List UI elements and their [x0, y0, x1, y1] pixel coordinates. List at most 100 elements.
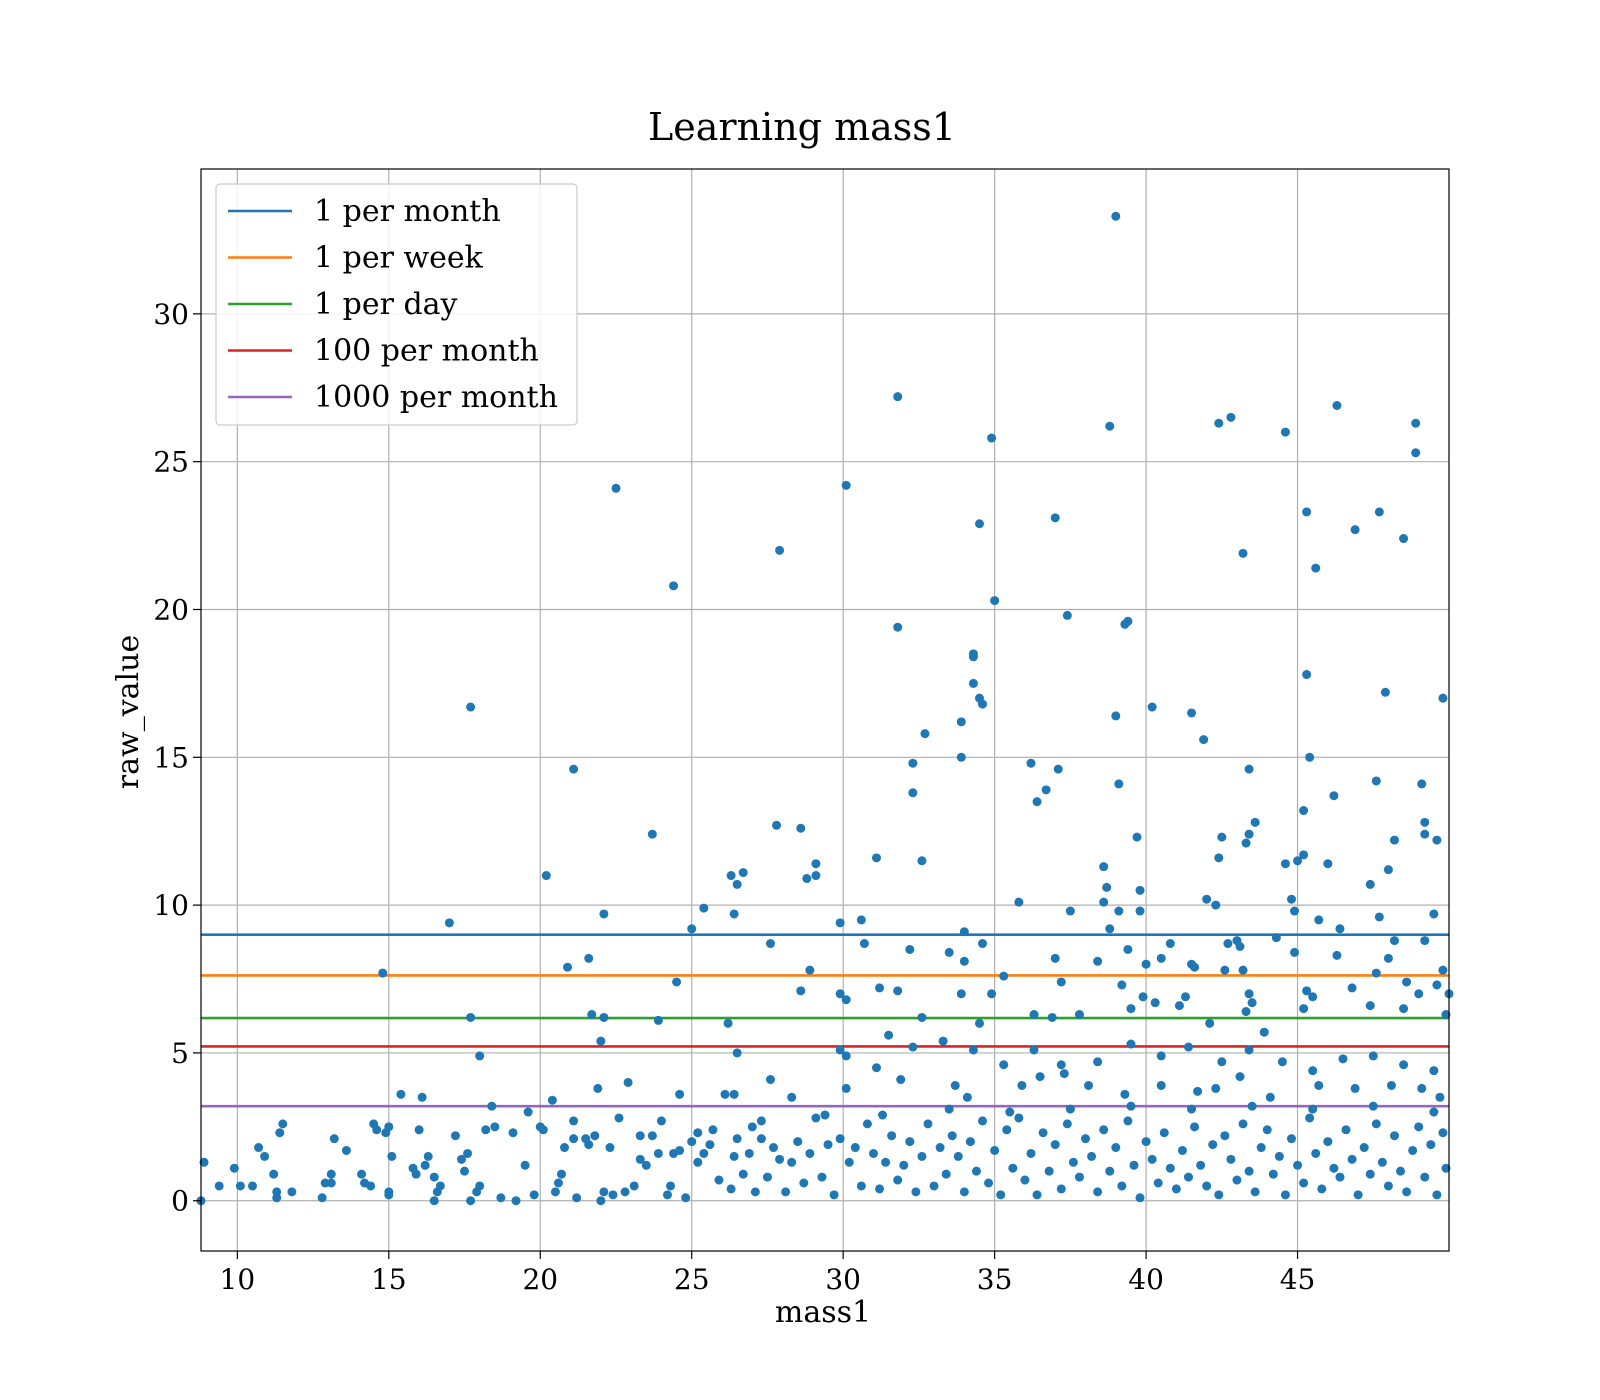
- data-point: [1250, 817, 1260, 827]
- x-tick-label: 35: [977, 1263, 1013, 1296]
- data-point: [744, 1148, 754, 1158]
- data-point: [1308, 1104, 1318, 1114]
- data-point: [1244, 1166, 1254, 1176]
- data-point: [672, 977, 682, 987]
- data-point: [699, 1148, 709, 1158]
- data-point: [1196, 1160, 1206, 1170]
- data-point: [1290, 906, 1300, 916]
- data-point: [1438, 965, 1448, 975]
- data-point: [850, 1143, 860, 1153]
- data-point: [641, 1160, 651, 1170]
- data-point: [572, 1193, 582, 1203]
- data-point: [723, 1018, 733, 1028]
- data-point: [1159, 1128, 1169, 1138]
- data-point: [811, 859, 821, 869]
- data-point: [1241, 1007, 1251, 1017]
- data-point: [974, 1018, 984, 1028]
- data-point: [687, 924, 697, 934]
- data-point: [1359, 1143, 1369, 1153]
- data-point: [547, 1095, 557, 1105]
- data-point: [796, 986, 806, 996]
- data-point: [466, 1196, 476, 1206]
- data-point: [1308, 1066, 1318, 1076]
- data-point: [326, 1178, 336, 1188]
- data-point: [1050, 1140, 1060, 1150]
- data-point: [1411, 418, 1421, 428]
- data-point: [835, 989, 845, 999]
- data-point: [1244, 1045, 1254, 1055]
- data-point: [868, 1148, 878, 1158]
- data-point: [1177, 1145, 1187, 1155]
- data-point: [1402, 1187, 1412, 1197]
- data-point: [1329, 791, 1339, 801]
- data-point: [1065, 1104, 1075, 1114]
- data-point: [835, 918, 845, 928]
- data-point: [647, 829, 657, 839]
- data-point: [1074, 1172, 1084, 1182]
- data-point: [1226, 412, 1236, 422]
- y-tick-label: 25: [153, 446, 189, 479]
- data-point: [614, 1113, 624, 1123]
- data-point: [1123, 1116, 1133, 1126]
- data-point: [653, 1015, 663, 1025]
- data-point: [1365, 879, 1375, 889]
- data-point: [959, 1187, 969, 1197]
- data-point: [1299, 850, 1309, 860]
- data-point: [1323, 1137, 1333, 1147]
- legend-label: 1000 per month: [314, 380, 558, 415]
- data-point: [235, 1181, 245, 1191]
- data-point: [1084, 1080, 1094, 1090]
- data-point: [635, 1154, 645, 1164]
- data-point: [675, 1089, 685, 1099]
- data-point: [508, 1128, 518, 1138]
- data-point: [899, 1160, 909, 1170]
- data-point: [584, 953, 594, 963]
- data-point: [1099, 1125, 1109, 1135]
- data-point: [1268, 1169, 1278, 1179]
- data-point: [887, 1131, 897, 1141]
- data-point: [429, 1196, 439, 1206]
- data-point: [841, 995, 851, 1005]
- data-point: [750, 1187, 760, 1197]
- data-point: [823, 1140, 833, 1150]
- data-point: [317, 1193, 327, 1203]
- x-tick-label: 10: [220, 1263, 256, 1296]
- data-point: [811, 1113, 821, 1123]
- legend-label: 1 per month: [314, 194, 501, 229]
- data-point: [959, 956, 969, 966]
- data-point: [781, 1187, 791, 1197]
- data-point: [326, 1169, 336, 1179]
- data-point: [1147, 1154, 1157, 1164]
- data-point: [990, 596, 1000, 606]
- data-point: [556, 1169, 566, 1179]
- data-point: [599, 1012, 609, 1022]
- data-point: [1038, 1128, 1048, 1138]
- data-point: [599, 909, 609, 919]
- data-point: [999, 971, 1009, 981]
- data-point: [1368, 1101, 1378, 1111]
- data-point: [475, 1051, 485, 1061]
- data-point: [1247, 998, 1257, 1008]
- data-point: [1029, 1009, 1039, 1019]
- data-point: [1420, 817, 1430, 827]
- data-point: [1238, 1119, 1248, 1129]
- data-point: [693, 1128, 703, 1138]
- data-point: [793, 1137, 803, 1147]
- data-point: [199, 1157, 209, 1167]
- data-point: [1220, 965, 1230, 975]
- data-point: [1138, 992, 1148, 1002]
- data-point: [941, 1169, 951, 1179]
- data-point: [1420, 829, 1430, 839]
- data-point: [1429, 1066, 1439, 1076]
- data-point: [1329, 1163, 1339, 1173]
- data-point: [254, 1143, 264, 1153]
- data-point: [1426, 1140, 1436, 1150]
- data-point: [1371, 776, 1381, 786]
- data-point: [944, 947, 954, 957]
- data-point: [1420, 1172, 1430, 1182]
- data-point: [520, 1160, 530, 1170]
- data-point: [1214, 853, 1224, 863]
- data-point: [996, 1190, 1006, 1200]
- data-point: [841, 1051, 851, 1061]
